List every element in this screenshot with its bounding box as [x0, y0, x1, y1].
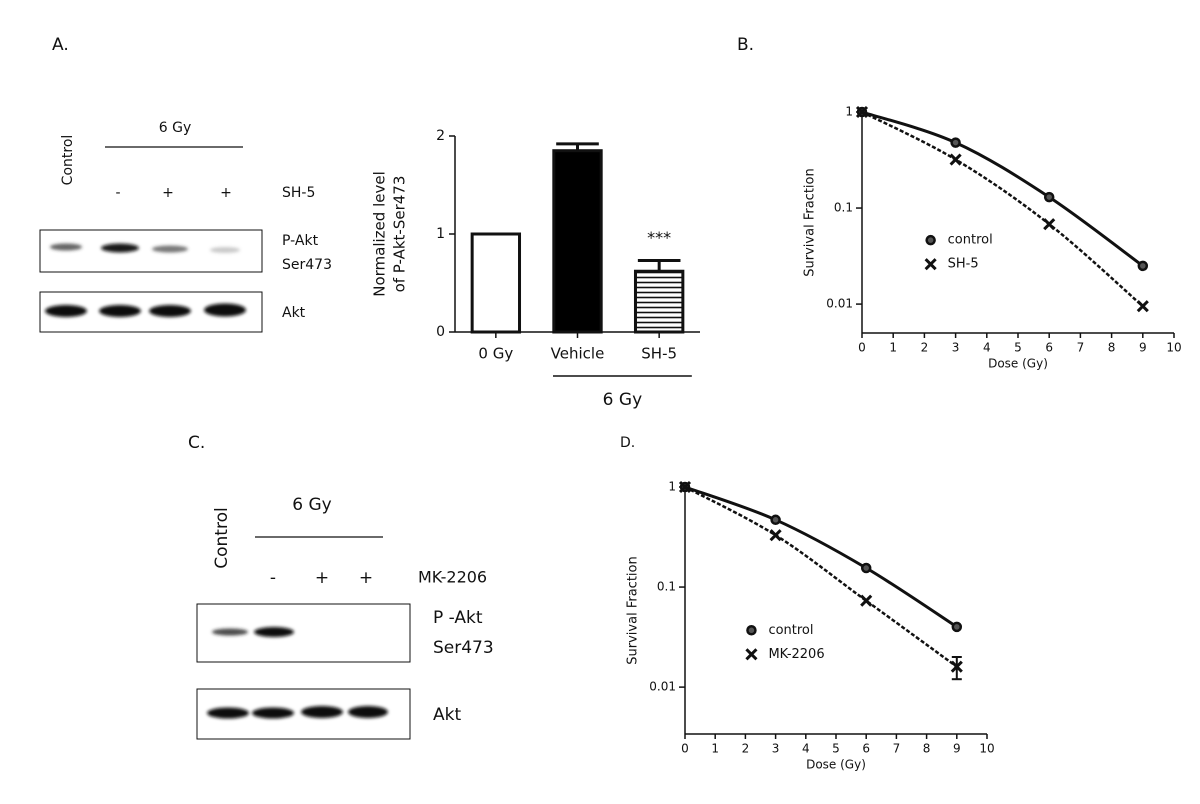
bar: [633, 269, 685, 334]
x-tick-label: SH-5: [641, 345, 677, 363]
marker: [1043, 191, 1055, 203]
panel-label: C.: [188, 433, 205, 453]
y-tick-label: 0.01: [649, 680, 676, 694]
y-tick-label: 2: [436, 128, 445, 144]
y-tick-label: 0.1: [834, 201, 853, 215]
x-tick-label: 7: [893, 742, 901, 756]
x-tick-label: 5: [832, 742, 840, 756]
y-axis-label: Normalized level: [371, 171, 389, 297]
x-axis-label: Dose (Gy): [806, 758, 866, 772]
legend-marker: [746, 625, 757, 636]
x-tick-label: 1: [889, 341, 897, 355]
row-label: Ser473: [433, 638, 494, 658]
legend-marker: [745, 648, 758, 661]
y-tick-label: 1: [845, 105, 853, 119]
x-tick-label: 8: [923, 742, 931, 756]
panel-label: A.: [52, 35, 69, 55]
marker: [950, 660, 963, 673]
treatment-sign: +: [220, 185, 232, 201]
y-tick-label: 1: [436, 226, 445, 242]
marker: [949, 153, 962, 166]
y-tick-label: 0.1: [657, 580, 676, 594]
x-tick-label: 0 Gy: [478, 345, 513, 363]
marker: [770, 514, 781, 526]
y-axis-label: Survival Fraction: [626, 556, 641, 664]
x-tick-label: 1: [711, 742, 719, 756]
y-tick-label: 1: [668, 480, 676, 494]
x-tick-label: 2: [742, 742, 750, 756]
x-tick-label: 10: [1166, 341, 1181, 355]
y-axis-label: of P-Akt-Ser473: [391, 176, 409, 293]
x-tick-label: 7: [1077, 341, 1085, 355]
series-line: [684, 485, 958, 629]
treatment-sign: -: [270, 568, 276, 588]
bands: [207, 627, 388, 719]
legend-label: SH-5: [948, 257, 979, 272]
bar: [552, 149, 603, 334]
treatment-sign: -: [115, 185, 120, 201]
x-tick-label: 0: [681, 742, 689, 756]
legend-marker: [925, 234, 936, 246]
series-line: [861, 110, 1144, 268]
marker: [951, 621, 963, 633]
x-tick-label: 0: [858, 341, 866, 355]
x-tick-label: 6: [862, 742, 870, 756]
y-tick-label: 0: [436, 324, 445, 340]
group-label: 6 Gy: [159, 120, 192, 136]
western-blot-a: Control 6 Gy - + + SH-5 P-Akt Ser473 Akt: [39, 120, 332, 333]
x-tick-label: 5: [1014, 341, 1022, 355]
group-label: 6 Gy: [292, 495, 331, 515]
lane-label: Control: [60, 135, 76, 186]
marker: [860, 594, 873, 607]
x-tick-label: 4: [983, 341, 991, 355]
row-label: Akt: [433, 705, 461, 725]
marker: [1136, 300, 1149, 313]
row-label: Ser473: [282, 257, 332, 273]
marker: [1043, 218, 1056, 231]
x-tick-label: 6: [1045, 341, 1053, 355]
x-tick-label: 3: [952, 341, 960, 355]
treatment-label: SH-5: [282, 185, 315, 201]
marker: [860, 562, 872, 574]
marker: [769, 529, 782, 542]
x-axis-label: Dose (Gy): [988, 357, 1048, 371]
marker: [950, 137, 961, 148]
series-line: [684, 485, 958, 668]
x-tick-label: 9: [953, 742, 961, 756]
legend-label: control: [948, 233, 993, 248]
bands: [45, 243, 246, 317]
x-tick-label: 9: [1139, 341, 1147, 355]
marker: [678, 480, 692, 494]
treatment-sign: +: [162, 185, 174, 201]
lane-label: Control: [212, 507, 232, 568]
treatment-sign: +: [359, 568, 373, 588]
series-line: [861, 110, 1144, 308]
legend-label: MK-2206: [768, 647, 824, 662]
panel-label: D.: [620, 435, 635, 451]
x-tick-label: 10: [979, 742, 994, 756]
legend-label: control: [768, 623, 813, 638]
y-axis-label: Survival Fraction: [803, 168, 818, 276]
marker: [855, 105, 869, 119]
western-blot-c: Control 6 Gy - + + MK-2206 P -Akt Ser473…: [196, 495, 494, 740]
x-tick-label: Vehicle: [551, 345, 605, 363]
annotation: ***: [647, 228, 671, 247]
bar: [470, 232, 522, 334]
x-tick-label: 8: [1108, 341, 1116, 355]
treatment-sign: +: [315, 568, 329, 588]
y-tick-label: 0.01: [826, 297, 853, 311]
treatment-label: MK-2206: [418, 568, 487, 587]
group-label: 6 Gy: [603, 390, 642, 410]
legend-marker: [924, 258, 937, 271]
row-label: P -Akt: [433, 608, 483, 628]
panel-label: B.: [737, 35, 754, 55]
x-tick-label: 3: [772, 742, 780, 756]
x-tick-label: 4: [802, 742, 810, 756]
marker: [1137, 260, 1149, 272]
x-tick-label: 2: [921, 341, 929, 355]
row-label: P-Akt: [282, 233, 319, 249]
row-label: Akt: [282, 305, 306, 321]
